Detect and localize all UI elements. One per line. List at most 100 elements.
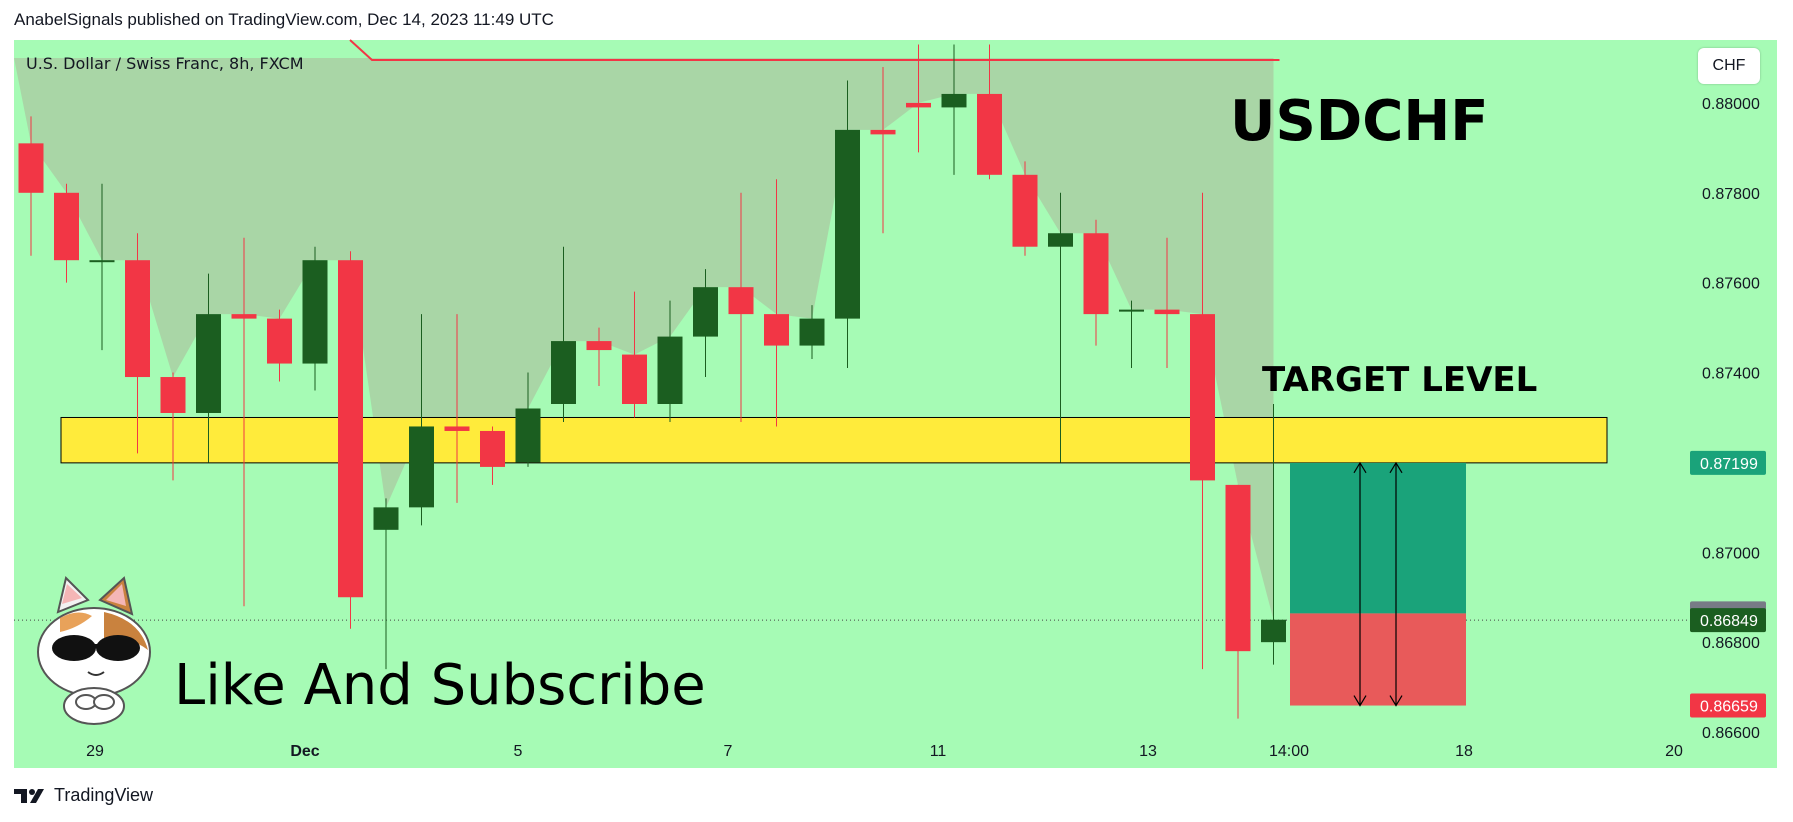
y-tick-label: 0.87800 <box>1702 186 1760 203</box>
candle <box>196 273 221 463</box>
candle-body <box>906 102 931 108</box>
candle <box>444 314 470 503</box>
candle <box>267 309 292 382</box>
arrow-up-icon <box>1353 461 1367 474</box>
shaded-area <box>14 57 1274 620</box>
x-tick-label: 20 <box>1665 743 1683 760</box>
price-tag: 0.87199 <box>1690 450 1766 475</box>
candle <box>906 44 931 153</box>
price-tag: 0.86659 <box>1690 693 1766 718</box>
x-tick-label: 29 <box>86 743 104 760</box>
candle <box>409 314 434 526</box>
candle-body <box>728 287 754 315</box>
candle-body <box>444 426 470 431</box>
arrow-up-icon <box>1389 461 1403 474</box>
candle <box>622 291 647 418</box>
candle-body <box>1225 484 1251 652</box>
candle <box>1225 484 1251 719</box>
candle-body <box>799 318 825 346</box>
candle-body <box>1190 314 1215 481</box>
time-axis[interactable]: 29 Dec 5 7 11 13 14:00 18 20 <box>86 743 1683 760</box>
y-tick-label: 0.87000 <box>1702 545 1760 562</box>
candle <box>586 327 612 387</box>
candle-body <box>693 287 718 337</box>
candle-body <box>941 93 967 108</box>
profit-zone[interactable] <box>1290 462 1466 614</box>
candle-body <box>1083 233 1109 315</box>
candle-body <box>1119 309 1144 312</box>
candle <box>160 372 186 481</box>
candle-body <box>125 260 150 378</box>
y-tick-label: 0.87400 <box>1702 366 1760 383</box>
target-zone-rect <box>60 416 1608 464</box>
candle-body <box>1261 619 1286 643</box>
tradingview-logo-icon <box>14 788 44 803</box>
candle <box>18 116 44 256</box>
chart-title: USDCHF <box>1230 89 1489 154</box>
candle-body <box>515 408 541 463</box>
candle <box>835 80 860 369</box>
candles <box>18 44 1286 719</box>
candle-body <box>267 318 292 364</box>
candle <box>764 179 789 427</box>
y-tick-label: 0.87600 <box>1702 276 1760 293</box>
candle <box>480 426 505 485</box>
candle <box>870 66 896 234</box>
y-tick-label: 0.88000 <box>1702 96 1760 113</box>
candle-body <box>373 507 399 530</box>
target-zone <box>60 416 1608 464</box>
candle <box>977 44 1002 180</box>
cat-mascot-icon <box>37 576 151 725</box>
candle-body <box>622 354 647 404</box>
candle <box>373 498 399 670</box>
candle-body <box>409 426 434 508</box>
price-tag-label: 0.86849 <box>1700 613 1758 630</box>
x-tick-label: 18 <box>1455 743 1473 760</box>
candle-body <box>302 260 328 364</box>
candle <box>1261 404 1286 665</box>
y-tick-label: 0.86800 <box>1702 635 1760 652</box>
publisher-header: AnabelSignals published on TradingView.c… <box>14 10 554 29</box>
price-axis[interactable]: 0.88000 0.87800 0.87600 0.87400 0.87000 0.868… <box>1702 96 1760 742</box>
candle <box>1119 300 1144 369</box>
candle <box>1048 192 1073 463</box>
candle-body <box>196 314 221 413</box>
price-tag-label: 0.87199 <box>1700 456 1758 473</box>
x-tick-label: 7 <box>724 743 733 760</box>
candle <box>1012 161 1038 256</box>
x-tick-label: 13 <box>1139 743 1157 760</box>
price-tag-box <box>1690 450 1766 475</box>
x-tick-label: Dec <box>290 743 319 760</box>
like-subscribe-text: Like And Subscribe <box>174 653 706 718</box>
candle-body <box>54 192 79 261</box>
price-tag-box <box>1690 608 1766 633</box>
stop-loss-zone[interactable] <box>1290 613 1466 706</box>
candle-body <box>835 129 860 319</box>
candle <box>941 44 967 175</box>
candle-body <box>870 129 896 135</box>
candle-body <box>551 341 576 404</box>
resistance-line <box>349 39 1280 61</box>
candle-body <box>480 430 505 467</box>
candle-body <box>1154 309 1180 315</box>
candle <box>551 246 576 422</box>
long-position-tool[interactable] <box>1290 461 1466 707</box>
target-level-label: TARGET LEVEL <box>1262 360 1537 400</box>
x-tick-label: 14:00 <box>1269 743 1309 760</box>
footer-brand-text: TradingView <box>54 785 154 805</box>
candle <box>1083 219 1109 346</box>
arrow-down-icon <box>1353 695 1367 707</box>
y-tick-label: 0.86600 <box>1702 725 1760 742</box>
candle <box>693 269 718 378</box>
resistance-line-path <box>349 39 1280 61</box>
candle <box>338 251 363 629</box>
candle <box>54 183 79 283</box>
currency-button[interactable]: CHF <box>1698 48 1760 84</box>
footer-brand[interactable]: TradingView <box>14 785 153 806</box>
candle <box>125 233 150 454</box>
candle <box>1190 192 1215 670</box>
x-tick-label: 11 <box>930 743 947 760</box>
symbol-title: U.S. Dollar / Swiss Franc, 8h, FXCM <box>26 54 304 73</box>
